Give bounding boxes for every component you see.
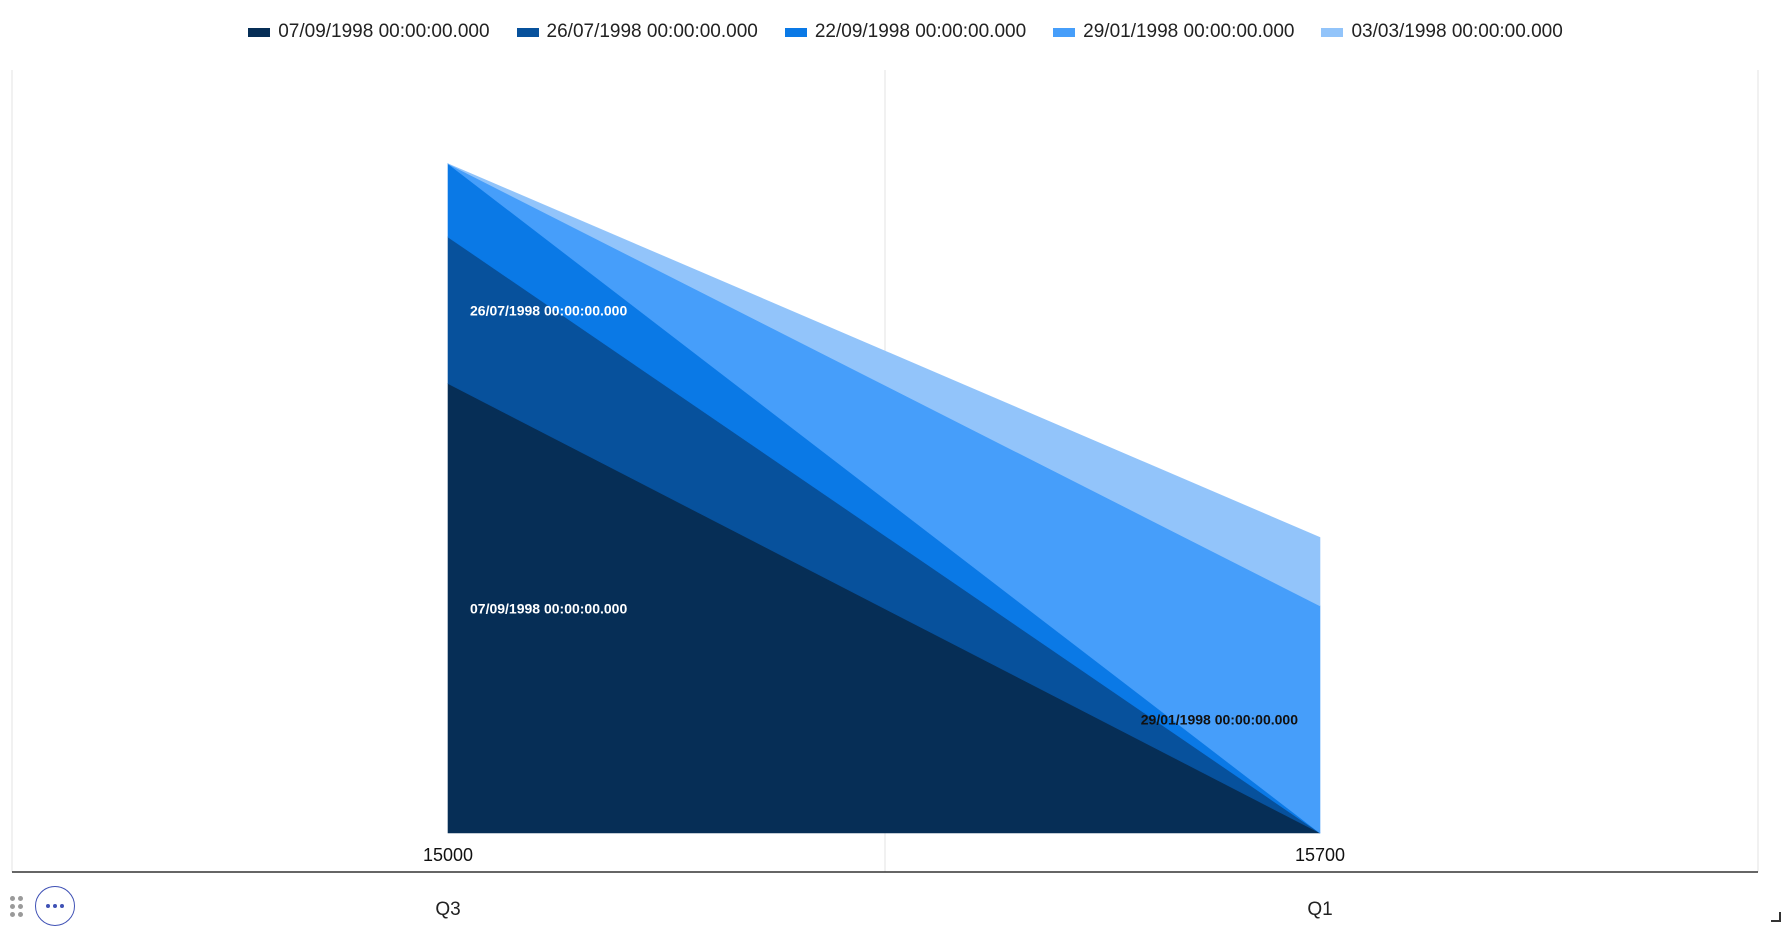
legend-item[interactable]: 07/09/1998 00:00:00.000 [248, 21, 490, 43]
resize-handle-icon[interactable] [1771, 912, 1781, 922]
legend-item[interactable]: 29/01/1998 00:00:00.000 [1053, 21, 1294, 43]
legend-label: 07/09/1998 00:00:00.000 [278, 21, 490, 42]
legend-swatch [516, 27, 539, 37]
x-tick-label: Q1 [1307, 899, 1332, 920]
x-tick-label: Q3 [435, 899, 460, 920]
drag-handle-icon[interactable] [10, 895, 23, 917]
area-series-5 [447, 163, 1321, 607]
legend-swatch [248, 27, 271, 37]
stack-total-label: 15000 [423, 845, 473, 865]
more-dot [60, 904, 64, 908]
more-dot [46, 904, 50, 908]
legend-swatch [784, 27, 807, 37]
chart-toolbar [10, 886, 75, 926]
legend-item[interactable]: 22/09/1998 00:00:00.000 [784, 21, 1027, 43]
area-data-label: 07/09/1998 00:00:00.000 [470, 600, 627, 616]
legend-label: 03/03/1998 00:00:00.000 [1351, 21, 1563, 42]
stack-total-label: 15700 [1295, 845, 1345, 865]
legend-label: 26/07/1998 00:00:00.000 [546, 21, 758, 42]
legend-item[interactable]: 26/07/1998 00:00:00.000 [516, 21, 758, 43]
more-dot [53, 904, 57, 908]
more-options-button[interactable] [35, 886, 75, 926]
area-data-label: 29/01/1998 00:00:00.000 [1141, 711, 1298, 727]
legend-swatch [1321, 27, 1344, 37]
legend-label: 29/01/1998 00:00:00.000 [1083, 21, 1295, 42]
legend-item[interactable]: 03/03/1998 00:00:00.000 [1321, 21, 1563, 43]
legend-label: 22/09/1998 00:00:00.000 [814, 21, 1027, 42]
legend-swatch [1053, 27, 1076, 37]
area-data-label: 26/07/1998 00:00:00.000 [470, 302, 627, 318]
chart-legend: 07/09/1998 00:00:00.000 26/07/1998 00:00:… [0, 18, 1781, 46]
